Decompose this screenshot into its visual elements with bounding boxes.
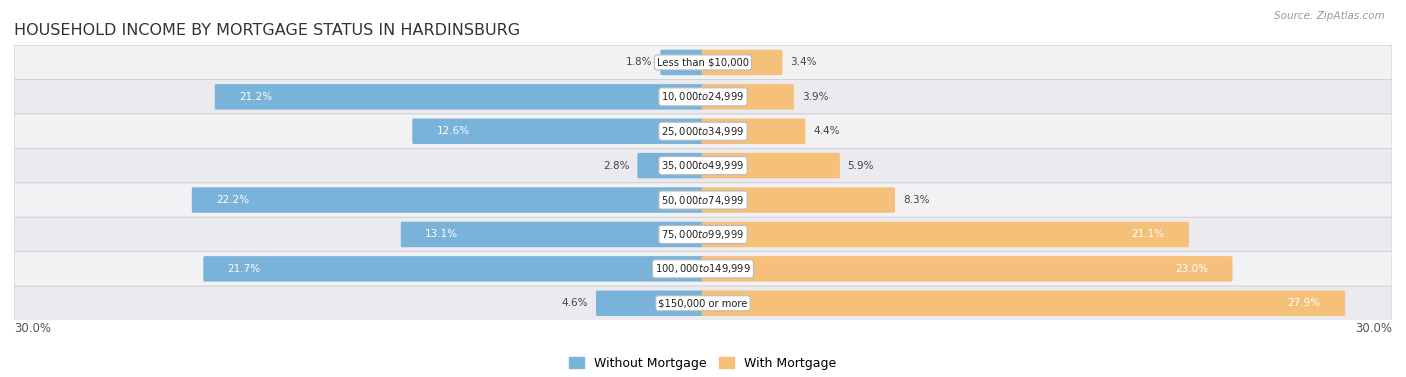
- Text: 1.8%: 1.8%: [626, 57, 652, 67]
- Text: 30.0%: 30.0%: [1355, 322, 1392, 335]
- FancyBboxPatch shape: [637, 153, 704, 178]
- FancyBboxPatch shape: [14, 217, 1392, 252]
- Text: Source: ZipAtlas.com: Source: ZipAtlas.com: [1274, 11, 1385, 21]
- FancyBboxPatch shape: [702, 291, 1346, 316]
- FancyBboxPatch shape: [14, 45, 1392, 80]
- Text: 27.9%: 27.9%: [1288, 298, 1320, 308]
- Text: 5.9%: 5.9%: [848, 161, 875, 171]
- FancyBboxPatch shape: [14, 114, 1392, 149]
- Text: 21.2%: 21.2%: [239, 92, 273, 102]
- FancyBboxPatch shape: [215, 84, 704, 110]
- Text: 23.0%: 23.0%: [1175, 264, 1208, 274]
- FancyBboxPatch shape: [14, 80, 1392, 114]
- FancyBboxPatch shape: [702, 256, 1233, 282]
- FancyBboxPatch shape: [14, 183, 1392, 217]
- FancyBboxPatch shape: [204, 256, 704, 282]
- Text: 4.6%: 4.6%: [561, 298, 588, 308]
- Text: HOUSEHOLD INCOME BY MORTGAGE STATUS IN HARDINSBURG: HOUSEHOLD INCOME BY MORTGAGE STATUS IN H…: [14, 23, 520, 38]
- FancyBboxPatch shape: [191, 187, 704, 213]
- Text: $100,000 to $149,999: $100,000 to $149,999: [655, 262, 751, 275]
- FancyBboxPatch shape: [702, 118, 806, 144]
- Text: 4.4%: 4.4%: [813, 126, 839, 136]
- FancyBboxPatch shape: [661, 50, 704, 75]
- Text: $25,000 to $34,999: $25,000 to $34,999: [661, 125, 745, 138]
- Text: $75,000 to $99,999: $75,000 to $99,999: [661, 228, 745, 241]
- FancyBboxPatch shape: [702, 153, 839, 178]
- FancyBboxPatch shape: [401, 222, 704, 247]
- Text: 22.2%: 22.2%: [217, 195, 249, 205]
- Text: $150,000 or more: $150,000 or more: [658, 298, 748, 308]
- Text: Less than $10,000: Less than $10,000: [657, 57, 749, 67]
- FancyBboxPatch shape: [14, 252, 1392, 286]
- Text: 30.0%: 30.0%: [14, 322, 51, 335]
- FancyBboxPatch shape: [702, 187, 896, 213]
- Text: $35,000 to $49,999: $35,000 to $49,999: [661, 159, 745, 172]
- Legend: Without Mortgage, With Mortgage: Without Mortgage, With Mortgage: [564, 352, 842, 375]
- FancyBboxPatch shape: [14, 149, 1392, 183]
- Text: 2.8%: 2.8%: [603, 161, 630, 171]
- Text: 21.7%: 21.7%: [228, 264, 260, 274]
- Text: 3.4%: 3.4%: [790, 57, 817, 67]
- Text: 8.3%: 8.3%: [903, 195, 929, 205]
- FancyBboxPatch shape: [596, 291, 704, 316]
- Text: 21.1%: 21.1%: [1132, 230, 1164, 239]
- FancyBboxPatch shape: [14, 286, 1392, 320]
- Text: 12.6%: 12.6%: [437, 126, 470, 136]
- FancyBboxPatch shape: [412, 118, 704, 144]
- Text: 13.1%: 13.1%: [425, 230, 458, 239]
- FancyBboxPatch shape: [702, 50, 783, 75]
- Text: $10,000 to $24,999: $10,000 to $24,999: [661, 90, 745, 103]
- Text: 3.9%: 3.9%: [801, 92, 828, 102]
- FancyBboxPatch shape: [702, 222, 1189, 247]
- Text: $50,000 to $74,999: $50,000 to $74,999: [661, 193, 745, 207]
- FancyBboxPatch shape: [702, 84, 794, 110]
